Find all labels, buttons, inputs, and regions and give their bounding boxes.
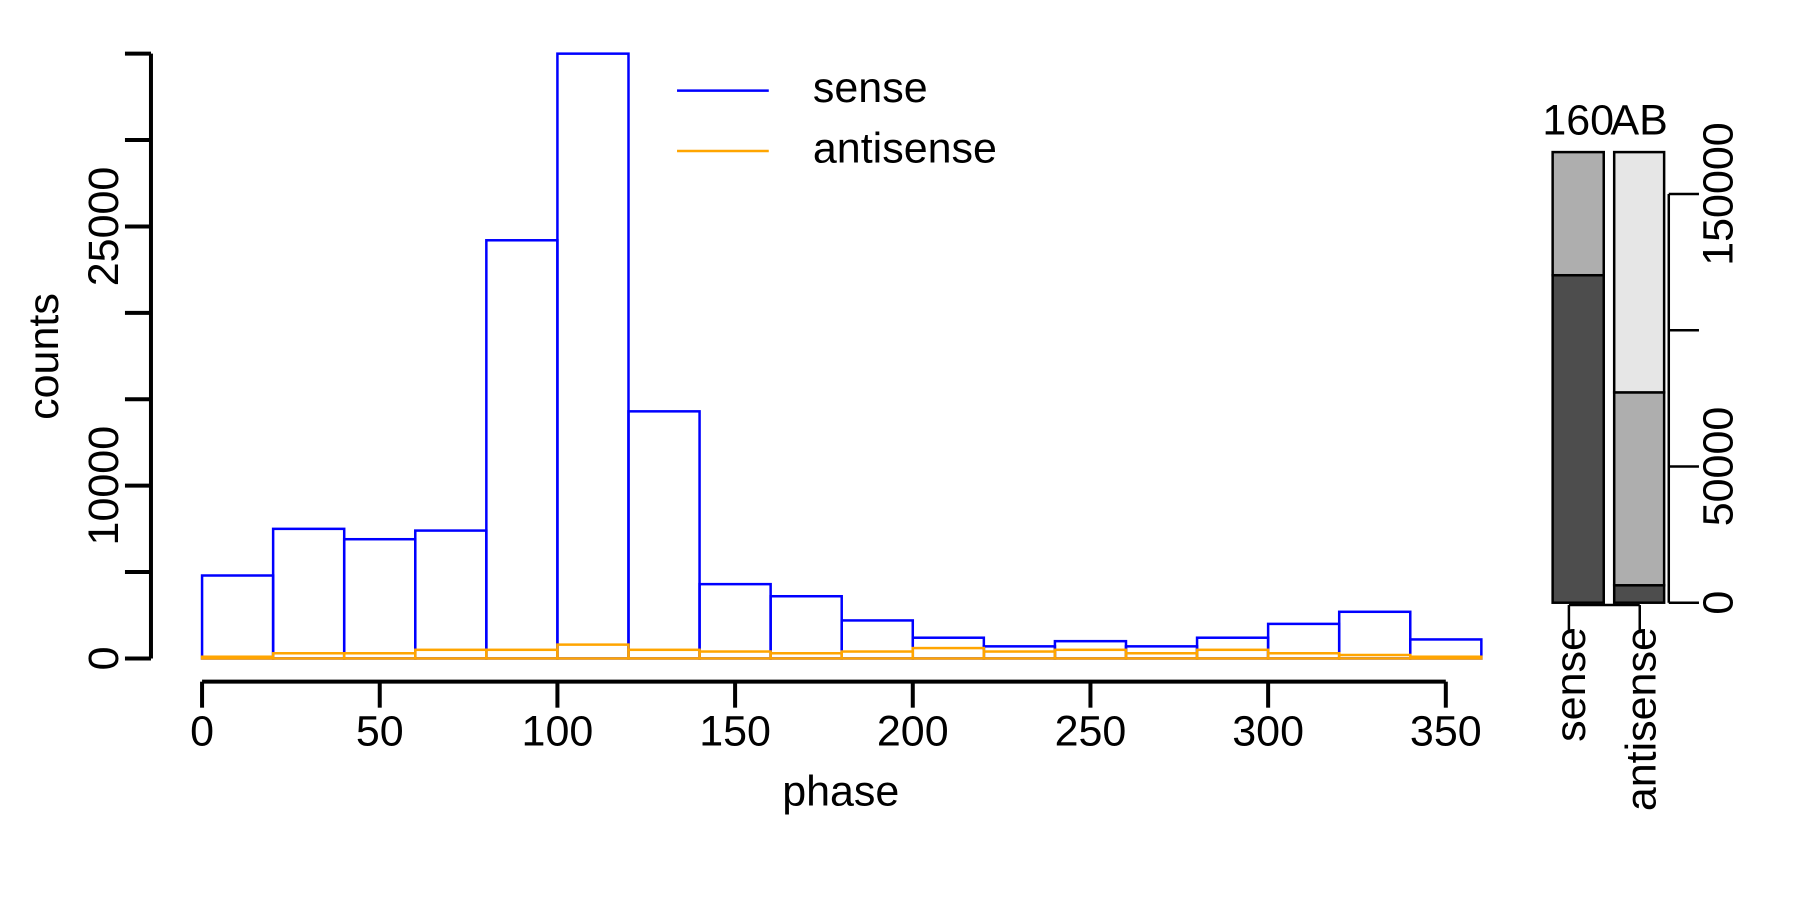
histogram-bar	[840, 650, 915, 660]
x-tick-label: 200	[877, 707, 949, 755]
bar-segment	[1551, 150, 1605, 277]
y-tick-label: 25000	[80, 167, 128, 287]
histogram-bar	[485, 648, 559, 660]
histogram-bar	[414, 529, 488, 660]
histogram-bar	[200, 655, 275, 660]
x-tick-label: 300	[1232, 707, 1304, 755]
histogram-bar	[556, 52, 630, 660]
y-tick-label: 10000	[80, 426, 128, 546]
legend-label: antisense	[813, 124, 997, 172]
bar-segment	[1612, 391, 1666, 587]
histogram-bar	[1124, 652, 1199, 660]
histogram-bar	[627, 648, 701, 660]
histogram-bar	[1337, 610, 1412, 660]
histogram-bar	[1266, 652, 1341, 660]
histogram-bar	[1195, 636, 1270, 660]
histogram-bar	[271, 527, 346, 660]
histogram-bar	[698, 650, 772, 660]
bar-segment	[1551, 273, 1605, 604]
x-tick-label: 0	[190, 707, 214, 755]
histogram-bar	[982, 650, 1057, 660]
x-tick-label: 100	[522, 707, 594, 755]
bar-segment	[1612, 584, 1666, 604]
x-tick-label: 150	[699, 707, 771, 755]
histogram-bar	[485, 239, 559, 660]
x-tick-label: 350	[1410, 707, 1482, 755]
histogram-bar	[1195, 648, 1270, 660]
histogram-bar	[200, 574, 275, 660]
histogram-bar	[271, 652, 346, 660]
y-tick-label: 0	[80, 646, 128, 670]
x-tick-label: antisense	[1618, 627, 1666, 811]
histogram-bar	[1409, 655, 1483, 660]
histogram-bar	[769, 594, 843, 660]
x-axis-label: phase	[782, 768, 899, 816]
bar-segment	[1612, 150, 1666, 394]
histogram-bar	[911, 646, 986, 660]
y-tick-label: 0	[1694, 591, 1742, 615]
bar-top-label: AB	[1610, 96, 1667, 144]
x-tick-label: 50	[356, 707, 404, 755]
x-tick-label: 250	[1055, 707, 1127, 755]
histogram-bar	[556, 643, 630, 660]
y-tick-label: 150000	[1694, 122, 1742, 266]
histogram-bar	[414, 648, 488, 660]
x-tick-label: sense	[1547, 627, 1595, 742]
histogram-bar	[698, 582, 772, 660]
histogram-bar	[627, 410, 701, 660]
histogram-bar	[342, 652, 417, 660]
histogram-bar	[342, 537, 417, 660]
histogram-bar	[1053, 648, 1128, 660]
histogram-bar	[1337, 653, 1412, 660]
legend-label: sense	[813, 64, 928, 112]
bar-top-label: 160	[1542, 96, 1614, 144]
histogram-bar	[769, 652, 843, 660]
y-axis-label: counts	[20, 293, 68, 420]
y-tick-label: 50000	[1694, 407, 1742, 527]
